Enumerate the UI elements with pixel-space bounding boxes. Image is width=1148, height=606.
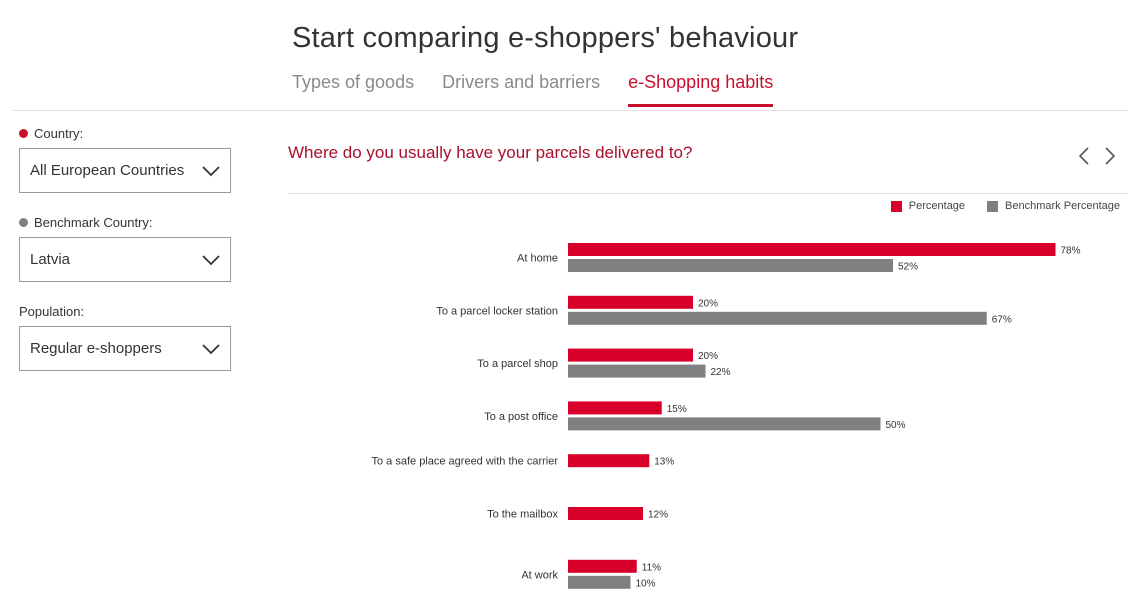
population-select-value: Regular e-shoppers: [30, 340, 162, 357]
data-label: 13%: [654, 457, 674, 468]
legend-label-percentage: Percentage: [908, 200, 966, 212]
data-label: 20%: [698, 298, 718, 309]
data-label: 10%: [636, 578, 656, 589]
data-label: 22%: [711, 367, 731, 378]
bar-percentage: [568, 454, 650, 468]
population-select[interactable]: Regular e-shoppers: [19, 326, 231, 371]
data-label: 78%: [1061, 246, 1081, 257]
bar-benchmark: [568, 259, 893, 272]
data-label: 20%: [698, 351, 718, 362]
tab-types-of-goods[interactable]: Types of goods: [292, 72, 415, 92]
bar-percentage: [568, 243, 1056, 256]
chevron-down-icon: [202, 254, 220, 265]
category-label: At work: [521, 569, 558, 581]
bar-benchmark: [568, 575, 631, 589]
data-label: 11%: [642, 562, 661, 573]
population-label-text: Population:: [19, 303, 85, 319]
bar-benchmark: [568, 417, 881, 431]
bar-percentage: [568, 295, 693, 309]
header-divider: [12, 110, 1128, 111]
population-label: Population:: [19, 302, 231, 320]
benchmark-select[interactable]: Latvia: [19, 237, 231, 282]
chevron-left-icon[interactable]: [1077, 146, 1091, 166]
bar-chart: At home 78% 52% To a parcel locker station 2…: [372, 243, 1081, 589]
benchmark-dot-icon: [19, 217, 28, 227]
chart-legend: Percentage Benchmark Percentage: [890, 200, 1120, 212]
bar-percentage: [568, 401, 662, 415]
chevron-down-icon: [202, 165, 220, 176]
data-label: 67%: [992, 314, 1012, 325]
question-heading: Where do you usually have your parcels d…: [288, 143, 693, 162]
chevron-down-icon: [202, 343, 220, 354]
bar-percentage: [568, 348, 693, 362]
country-select-value: All European Countries: [30, 162, 185, 179]
benchmark-label-text: Benchmark Country:: [34, 214, 153, 230]
category-label: To a safe place agreed with the carrier: [372, 456, 559, 468]
data-label: 50%: [886, 420, 906, 431]
category-label: To the mailbox: [487, 509, 558, 521]
category-label: To a parcel locker station: [436, 305, 558, 317]
legend-label-benchmark: Benchmark Percentage: [1005, 200, 1120, 212]
legend-swatch-percentage: [890, 200, 902, 212]
bar-percentage: [568, 559, 637, 573]
country-label: Country:: [19, 124, 231, 142]
country-label-text: Country:: [34, 125, 84, 141]
category-label: To a post office: [484, 411, 558, 423]
country-dot-icon: [19, 128, 28, 138]
category-label: At home: [517, 253, 558, 265]
bar-benchmark: [568, 311, 987, 325]
data-label: 12%: [648, 510, 668, 521]
category-label: To a parcel shop: [477, 358, 558, 370]
page-title: Start comparing e-shoppers' behaviour: [292, 22, 799, 54]
filter-sidebar: Country: All European Countries Benchmar…: [19, 124, 231, 391]
legend-swatch-benchmark: [987, 200, 999, 212]
tab-drivers-and-barriers[interactable]: Drivers and barriers: [442, 72, 601, 92]
legend-item-percentage: Percentage: [890, 200, 966, 212]
question-divider: [288, 193, 1128, 194]
tab-bar: Types of goods Drivers and barriers e-Sh…: [292, 72, 774, 107]
country-select[interactable]: All European Countries: [19, 148, 231, 193]
benchmark-label: Benchmark Country:: [19, 213, 231, 231]
data-label: 15%: [667, 404, 687, 415]
bar-percentage: [568, 507, 643, 520]
bar-benchmark: [568, 364, 706, 378]
tab-e-shopping-habits[interactable]: e-Shopping habits: [628, 72, 774, 107]
legend-item-benchmark: Benchmark Percentage: [987, 200, 1120, 212]
data-label: 52%: [898, 262, 918, 273]
chevron-right-icon[interactable]: [1103, 146, 1117, 166]
benchmark-select-value: Latvia: [30, 251, 71, 268]
